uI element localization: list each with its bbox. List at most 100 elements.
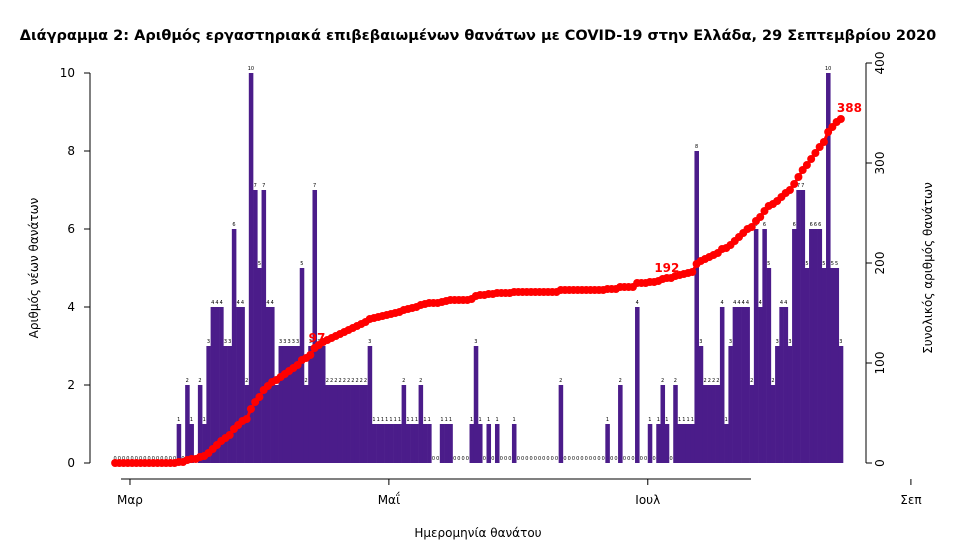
bar: [711, 385, 716, 463]
bar-value-label: 0: [593, 456, 596, 462]
cumulative-point: [246, 405, 255, 413]
bar: [422, 424, 428, 463]
bar-value-label: 3: [788, 339, 791, 345]
bar: [753, 229, 759, 463]
bar: [719, 307, 725, 463]
bar: [494, 424, 500, 463]
bar-value-label: 2: [198, 378, 201, 384]
bar-value-label: 2: [364, 378, 367, 384]
bar-value-label: 1: [470, 417, 473, 423]
bar: [206, 346, 211, 463]
bar-value-label: 0: [462, 456, 465, 462]
bar: [210, 307, 216, 463]
bar-value-label: 2: [419, 378, 422, 384]
bar-value-label: 0: [585, 456, 588, 462]
bar: [261, 190, 267, 463]
bar: [758, 307, 763, 463]
bar-value-label: 4: [241, 300, 244, 306]
x-tick-label: Μαΐ: [378, 492, 400, 507]
bar: [278, 346, 284, 463]
bar-value-label: 1: [381, 417, 384, 423]
bar-value-label: 1: [203, 417, 206, 423]
bar: [728, 346, 733, 463]
bar: [656, 424, 661, 463]
bar: [414, 424, 419, 463]
bar-value-label: 1: [394, 417, 397, 423]
bar-value-label: 5: [258, 261, 261, 267]
bar-value-label: 4: [737, 300, 740, 306]
bar-value-label: 7: [262, 183, 265, 189]
bar-value-label: 0: [555, 456, 558, 462]
bar: [511, 424, 517, 463]
bar: [783, 307, 789, 463]
bar-value-label: 1: [479, 417, 482, 423]
bar-value-label: 0: [508, 456, 511, 462]
bar: [690, 424, 695, 463]
bar: [176, 424, 182, 463]
cumulative-point: [747, 223, 756, 231]
bar: [316, 346, 322, 463]
bar: [185, 385, 190, 463]
bar-value-label: 0: [432, 456, 435, 462]
bar-value-label: 3: [228, 339, 231, 345]
bar: [469, 424, 475, 463]
bar: [363, 385, 368, 463]
bar-value-label: 10: [825, 66, 831, 72]
bar-value-label: 1: [487, 417, 490, 423]
bar-value-label: 0: [525, 456, 528, 462]
bar-value-label: 4: [784, 300, 787, 306]
bar-value-label: 1: [686, 417, 689, 423]
bar-value-label: 1: [428, 417, 431, 423]
bar: [287, 346, 292, 463]
bar-value-label: 3: [283, 339, 286, 345]
bar: [821, 268, 827, 463]
bar-value-label: 0: [640, 456, 643, 462]
bar-value-label: 0: [504, 456, 507, 462]
bar-value-label: 3: [729, 339, 732, 345]
cumulative-point: [242, 415, 251, 423]
bar-value-label: 7: [313, 183, 316, 189]
bar: [817, 229, 823, 463]
bar-value-label: 0: [457, 456, 460, 462]
bar-value-label: 3: [699, 339, 702, 345]
bar-value-label: 5: [805, 261, 808, 267]
bar-value-label: 2: [343, 378, 346, 384]
x-tick-label: Σεπ: [900, 493, 921, 507]
bar-value-label: 3: [309, 339, 312, 345]
bar-value-label: 0: [644, 456, 647, 462]
bar: [337, 385, 343, 463]
bar-value-label: 3: [224, 339, 227, 345]
y2-tick-label: 300: [873, 152, 887, 175]
bar-value-label: 0: [521, 456, 524, 462]
y2-tick-label: 100: [873, 352, 887, 375]
bar-value-label: 0: [580, 456, 583, 462]
x-axis-label: Ημερομηνία θανάτου: [414, 526, 541, 540]
y-tick-label: 2: [67, 378, 75, 392]
y-tick-label: 10: [60, 66, 75, 80]
bar: [439, 424, 445, 463]
bar-value-label: 1: [665, 417, 668, 423]
bar-value-label: 0: [589, 456, 592, 462]
bar-value-label: 1: [406, 417, 409, 423]
y-axis-label: Αριθμός νέων θανάτων: [27, 197, 41, 338]
bar: [214, 307, 220, 463]
bar: [698, 346, 704, 463]
bar: [219, 307, 224, 463]
bar-value-label: 0: [126, 456, 129, 462]
bar: [303, 385, 309, 463]
cumulative-point: [802, 161, 811, 169]
bar: [291, 346, 296, 463]
bar: [800, 190, 806, 463]
bars-layer: [176, 73, 844, 463]
bar: [702, 385, 708, 463]
bar-value-label: 4: [220, 300, 223, 306]
bar: [809, 229, 814, 463]
bar-value-label: 3: [292, 339, 295, 345]
bar: [478, 424, 483, 463]
bar-value-label: 2: [351, 378, 354, 384]
bar-value-label: 2: [716, 378, 719, 384]
y-tick-label: 8: [67, 144, 75, 158]
bar-value-label: 2: [326, 378, 329, 384]
